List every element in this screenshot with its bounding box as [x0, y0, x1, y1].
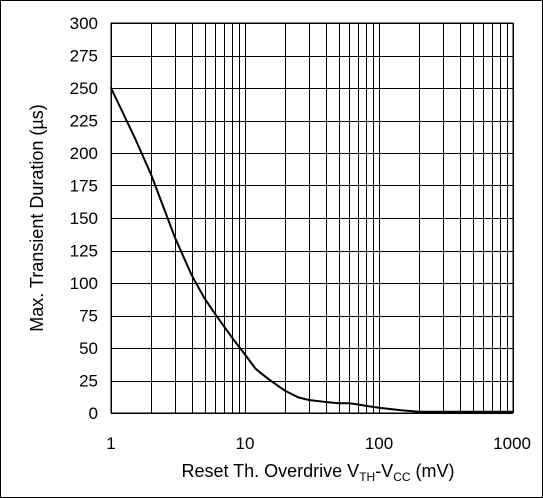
y-tick-label: 100 — [70, 274, 98, 293]
grid — [111, 23, 514, 414]
y-axis-title: Max. Transient Duration (µs) — [27, 104, 47, 331]
y-tick-label: 275 — [70, 47, 98, 66]
y-tick-label: 225 — [70, 112, 98, 131]
y-tick-label: 175 — [70, 177, 98, 196]
y-tick-label: 0 — [89, 404, 98, 423]
x-axis-title: Reset Th. Overdrive VTH-VCC (mV) — [181, 461, 454, 484]
y-tick-label: 250 — [70, 79, 98, 98]
y-tick-label: 50 — [79, 339, 98, 358]
x-tick-label: 100 — [365, 434, 393, 453]
x-tick-label: 10 — [236, 434, 255, 453]
x-axis-title-sub-th: TH — [359, 470, 375, 484]
x-axis-title-mid: -V — [375, 461, 393, 481]
x-axis-title-suffix: (mV) — [411, 461, 455, 481]
y-tick-label: 25 — [79, 372, 98, 391]
x-axis-title-sub-cc: CC — [393, 470, 411, 484]
y-tick-label: 200 — [70, 144, 98, 163]
x-tick-label: 1000 — [493, 434, 531, 453]
x-tick-label: 1 — [106, 434, 115, 453]
y-tick-label: 125 — [70, 242, 98, 261]
y-tick-label: 75 — [79, 307, 98, 326]
series-layer — [110, 87, 514, 413]
x-tick-labels: 1 10 100 1000 — [106, 434, 531, 453]
plot-frame — [110, 22, 514, 414]
y-tick-label: 300 — [70, 14, 98, 33]
series-line — [110, 87, 514, 413]
x-axis-title-prefix: Reset Th. Overdrive V — [181, 461, 359, 481]
y-tick-labels: 0 25 50 75 100 125 150 175 200 225 250 275 300 — [70, 14, 98, 423]
y-tick-label: 150 — [70, 209, 98, 228]
